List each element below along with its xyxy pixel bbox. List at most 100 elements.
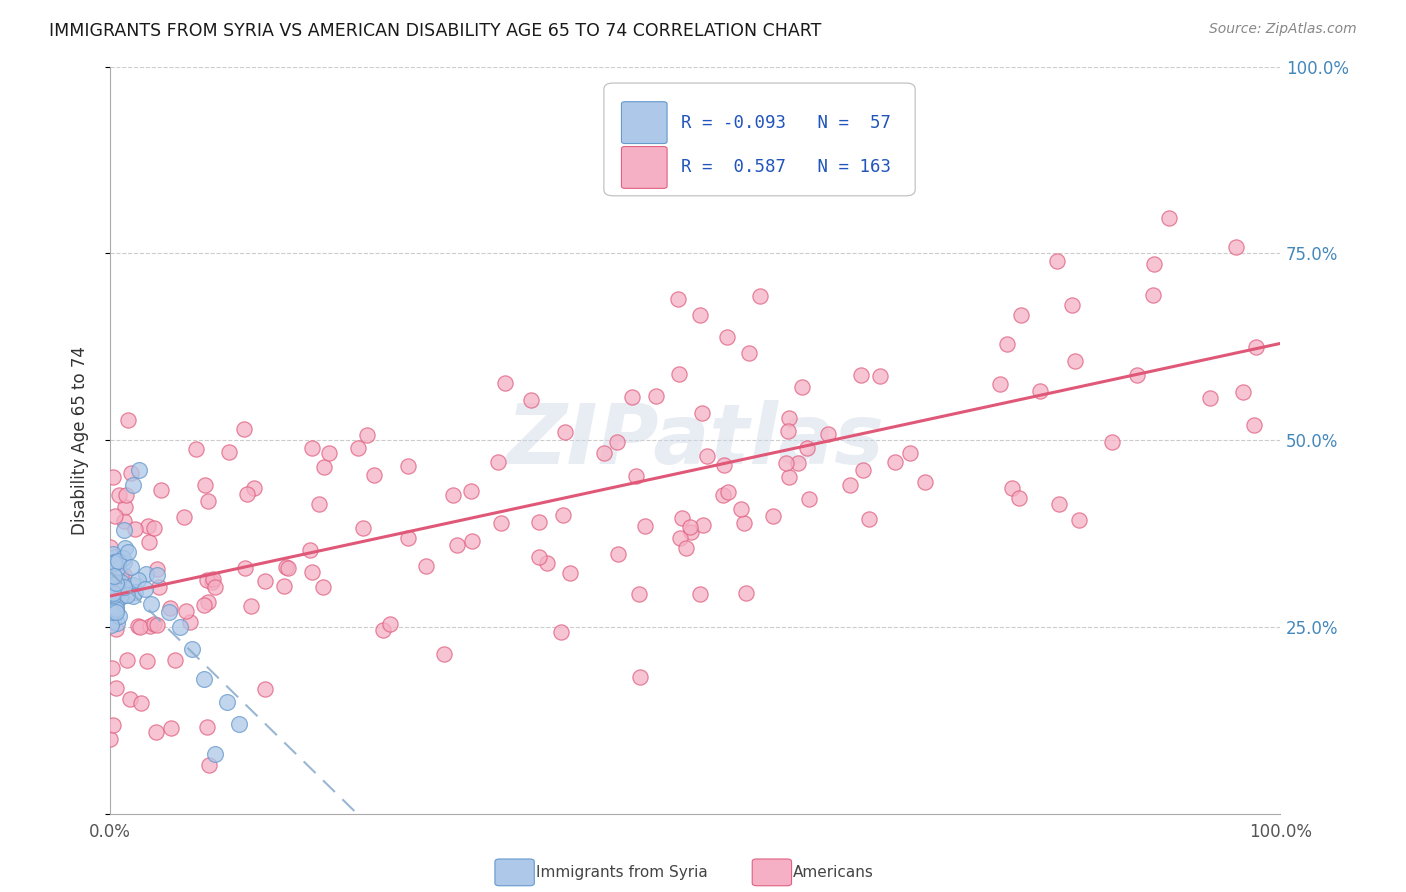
Point (169, 620, 191, 634)
Point (217, 694, 239, 708)
Point (104, 599, 127, 614)
Point (733, 516, 755, 530)
Point (100, 592, 122, 607)
Point (1063, 354, 1085, 368)
Point (101, 605, 124, 619)
Point (181, 642, 204, 657)
Point (120, 560, 142, 574)
Point (1142, 257, 1164, 271)
Point (914, 475, 936, 489)
Point (494, 376, 516, 391)
Point (134, 582, 156, 597)
Point (112, 581, 135, 595)
Point (491, 516, 513, 530)
Point (202, 573, 225, 587)
Point (103, 555, 125, 569)
Point (1029, 384, 1052, 399)
Point (139, 619, 162, 633)
Point (301, 565, 323, 579)
Point (121, 578, 143, 592)
Point (103, 577, 125, 591)
Point (817, 427, 839, 442)
Point (124, 585, 146, 599)
Point (799, 492, 821, 507)
Point (1199, 391, 1222, 405)
Point (101, 470, 124, 484)
Point (104, 576, 127, 591)
Point (104, 622, 127, 636)
Point (114, 500, 136, 515)
Point (790, 380, 813, 394)
FancyBboxPatch shape (621, 102, 666, 144)
Point (101, 661, 124, 675)
Point (110, 575, 132, 590)
Point (105, 681, 128, 695)
Point (621, 390, 644, 404)
Point (100, 540, 122, 554)
Point (312, 580, 335, 594)
Point (884, 455, 907, 469)
Point (233, 422, 256, 436)
Point (1067, 513, 1090, 527)
Point (460, 483, 482, 498)
Point (198, 758, 221, 772)
Point (100, 605, 122, 619)
Point (101, 615, 124, 629)
Point (112, 555, 135, 569)
Point (486, 455, 509, 469)
Point (112, 523, 135, 537)
Point (105, 572, 128, 586)
Point (849, 368, 872, 382)
Point (142, 521, 165, 535)
Point (396, 531, 419, 545)
Point (995, 336, 1018, 351)
Point (194, 477, 217, 491)
Point (1126, 368, 1149, 383)
FancyBboxPatch shape (605, 83, 915, 196)
Point (787, 456, 810, 470)
Point (100, 597, 122, 611)
Point (717, 485, 740, 500)
Point (461, 533, 484, 548)
Point (298, 543, 321, 558)
Point (898, 446, 921, 460)
Point (138, 534, 160, 549)
Point (689, 587, 711, 601)
Point (110, 569, 132, 583)
Text: ZIPatlas: ZIPatlas (506, 400, 884, 481)
Point (184, 442, 207, 457)
Point (107, 554, 129, 568)
Point (108, 488, 131, 502)
Point (159, 601, 181, 615)
Point (1047, 497, 1070, 511)
Point (114, 541, 136, 555)
Point (679, 520, 702, 534)
Point (734, 585, 756, 599)
Point (396, 458, 419, 473)
Point (120, 692, 142, 706)
Point (558, 566, 581, 580)
Point (1243, 418, 1265, 433)
Point (415, 558, 437, 573)
Point (146, 562, 169, 576)
Point (1246, 340, 1268, 354)
Point (120, 466, 142, 480)
Point (193, 598, 215, 612)
Point (142, 616, 165, 631)
Point (441, 487, 464, 501)
Point (129, 696, 152, 710)
Point (197, 595, 219, 609)
Point (101, 584, 124, 599)
Text: R =  0.587   N = 163: R = 0.587 N = 163 (681, 159, 891, 177)
Point (195, 573, 218, 587)
Point (122, 478, 145, 492)
Point (308, 497, 330, 511)
FancyBboxPatch shape (621, 146, 666, 188)
Point (1101, 434, 1123, 449)
Point (858, 512, 880, 526)
Point (536, 556, 558, 570)
Point (117, 413, 139, 427)
Point (433, 647, 456, 661)
Point (668, 292, 690, 306)
Point (277, 561, 299, 575)
